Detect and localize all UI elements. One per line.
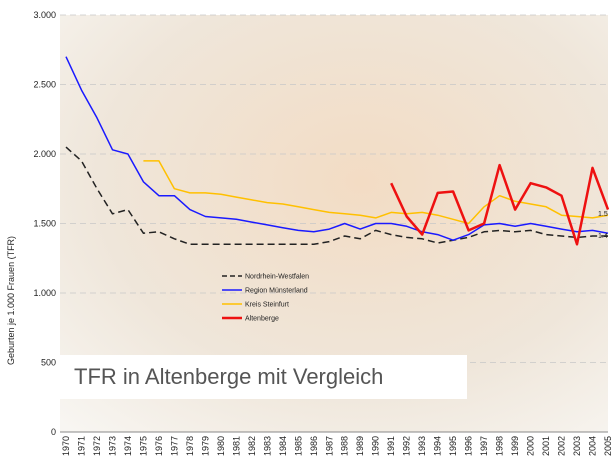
x-tick-label: 1985 <box>293 436 303 456</box>
x-tick-label: 1978 <box>185 436 195 456</box>
y-tick-label: 500 <box>41 358 56 368</box>
x-tick-label: 1977 <box>169 436 179 456</box>
x-tick-label: 1976 <box>154 436 164 456</box>
y-tick-label: 2.000 <box>33 149 56 159</box>
x-tick-label: 1986 <box>309 436 319 456</box>
chart-title: TFR in Altenberge mit Vergleich <box>74 364 383 389</box>
x-tick-label: 1982 <box>247 436 257 456</box>
x-tick-label: 2004 <box>588 436 598 456</box>
x-tick-label: 1973 <box>107 436 117 456</box>
x-tick-label: 2001 <box>541 436 551 456</box>
series-line <box>143 160 609 225</box>
x-tick-label: 1996 <box>464 436 474 456</box>
x-tick-label: 2005 <box>603 436 611 456</box>
x-tick-label: 1975 <box>138 436 148 456</box>
x-tick-label: 1998 <box>495 436 505 456</box>
x-tick-label: 1988 <box>340 436 350 456</box>
x-tick-label: 1989 <box>355 436 365 456</box>
y-tick-label: 0 <box>51 427 56 437</box>
x-tick-label: 1992 <box>402 436 412 456</box>
y-tick-label: 2.500 <box>33 80 56 90</box>
x-tick-label: 1983 <box>262 436 272 456</box>
x-tick-label: 1980 <box>216 436 226 456</box>
x-tick-label: 1993 <box>417 436 427 456</box>
x-tick-label: 1987 <box>324 436 334 456</box>
x-tick-label: 1971 <box>76 436 86 456</box>
x-tick-label: 1994 <box>433 436 443 456</box>
x-tick-label: 1999 <box>510 436 520 456</box>
legend-label: Kreis Steinfurt <box>245 302 289 309</box>
x-tick-label: 1974 <box>123 436 133 456</box>
legend-label: Nordrhein-Westfalen <box>245 274 309 281</box>
x-tick-label: 1995 <box>448 436 458 456</box>
y-tick-label: 3.000 <box>33 10 56 20</box>
x-tick-label: 1979 <box>200 436 210 456</box>
x-tick-label: 1984 <box>278 436 288 456</box>
y-axis-label: Geburten je 1.000 Frauen (TFR) <box>6 236 16 365</box>
series-line <box>65 56 609 241</box>
x-tick-label: 1991 <box>386 436 396 456</box>
legend-label: Region Münsterland <box>245 288 308 295</box>
series-line <box>65 146 608 246</box>
x-tick-label: 1997 <box>479 436 489 456</box>
x-tick-label: 1990 <box>371 436 381 456</box>
x-tick-label: 1981 <box>231 436 241 456</box>
title-box <box>60 355 467 399</box>
legend-label: Altenberge <box>245 316 279 323</box>
annotation: 1.5 <box>598 211 608 218</box>
y-tick-label: 1.500 <box>33 219 56 229</box>
x-tick-label: 2003 <box>572 436 582 456</box>
y-tick-label: 1.000 <box>33 288 56 298</box>
x-tick-label: 1970 <box>61 436 71 456</box>
series-line <box>390 163 610 246</box>
annotation: 1.4 <box>598 233 608 240</box>
x-tick-label: 2002 <box>557 436 567 456</box>
x-tick-label: 2000 <box>526 436 536 456</box>
x-tick-label: 1972 <box>92 436 102 456</box>
